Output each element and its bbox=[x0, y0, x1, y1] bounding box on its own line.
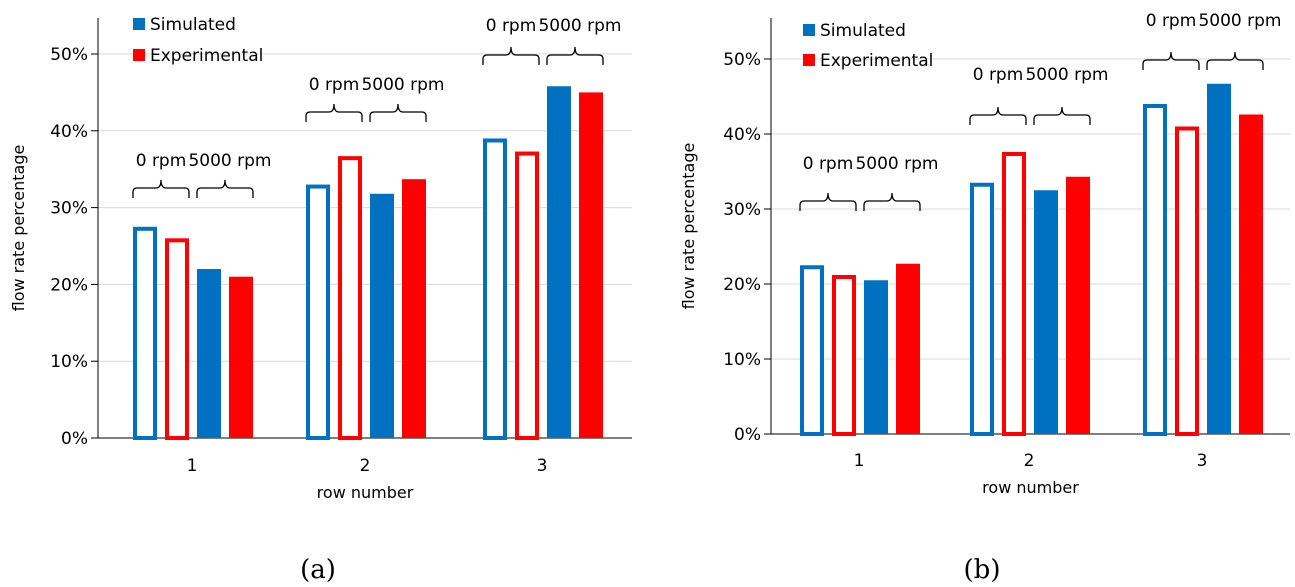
bar-filled bbox=[864, 280, 888, 434]
y-tick-label: 20% bbox=[50, 275, 88, 295]
x-axis-label: row number bbox=[317, 483, 414, 502]
bar-filled bbox=[579, 92, 603, 439]
legend-swatch bbox=[133, 18, 145, 30]
x-tick-label: 3 bbox=[1197, 451, 1208, 471]
legend-label: Experimental bbox=[150, 46, 263, 66]
bracket bbox=[969, 106, 1027, 125]
rpm-label: 5000 rpm bbox=[538, 16, 621, 36]
rpm-label: 0 rpm bbox=[803, 154, 854, 174]
legend-label: Simulated bbox=[150, 15, 236, 35]
bar-filled bbox=[370, 193, 394, 438]
bar-filled bbox=[229, 276, 253, 438]
x-tick-label: 2 bbox=[1024, 451, 1035, 471]
bracket bbox=[1206, 51, 1264, 70]
bar-outline bbox=[133, 226, 157, 440]
y-axis-label: flow rate percentage bbox=[679, 143, 698, 310]
y-tick-label: 30% bbox=[723, 200, 761, 220]
bracket bbox=[1033, 106, 1091, 125]
bar-filled bbox=[197, 269, 221, 438]
y-tick-label: 0% bbox=[61, 429, 88, 449]
bar-outline bbox=[800, 265, 824, 436]
legend-swatch bbox=[803, 54, 815, 66]
y-tick-label: 40% bbox=[723, 125, 761, 145]
y-tick-label: 50% bbox=[50, 45, 88, 65]
bar-outline bbox=[338, 156, 362, 440]
x-tick-label: 1 bbox=[854, 451, 865, 471]
chart-panel-a: 0% 10% 20% 30% 40% 50% 1 2 3 row number flow rate … bbox=[9, 15, 632, 585]
bracket bbox=[546, 46, 604, 65]
bar-outline bbox=[1143, 104, 1167, 436]
bracket bbox=[132, 179, 190, 198]
bar-outline bbox=[165, 238, 189, 440]
rpm-label: 5000 rpm bbox=[188, 151, 271, 171]
y-tick-label: 10% bbox=[723, 350, 761, 370]
x-tick-label: 3 bbox=[537, 456, 548, 476]
bar-filled bbox=[896, 263, 920, 434]
bar-outline bbox=[1175, 126, 1199, 436]
legend-label: Simulated bbox=[820, 21, 906, 41]
x-tick-label: 1 bbox=[187, 456, 198, 476]
bar-outline bbox=[515, 151, 539, 440]
bracket bbox=[482, 46, 540, 65]
bracket bbox=[305, 103, 363, 122]
bracket bbox=[863, 192, 921, 211]
bracket bbox=[1142, 51, 1200, 70]
bar-filled bbox=[547, 86, 571, 439]
bracket bbox=[369, 103, 427, 122]
rpm-label: 0 rpm bbox=[309, 75, 360, 95]
panel-label: (a) bbox=[300, 555, 336, 585]
bar-filled bbox=[1066, 176, 1090, 434]
rpm-label: 5000 rpm bbox=[361, 75, 444, 95]
panel-label: (b) bbox=[964, 555, 1001, 585]
bar-filled bbox=[1034, 190, 1058, 434]
y-tick-label: 20% bbox=[723, 275, 761, 295]
rpm-label: 5000 rpm bbox=[1025, 65, 1108, 85]
y-tick-label: 50% bbox=[723, 50, 761, 70]
bar-outline bbox=[832, 275, 856, 436]
rpm-label: 0 rpm bbox=[486, 16, 537, 36]
bracket bbox=[196, 179, 254, 198]
y-axis-label: flow rate percentage bbox=[9, 145, 28, 312]
rpm-label: 0 rpm bbox=[136, 151, 187, 171]
legend-swatch bbox=[803, 24, 815, 36]
bar-filled bbox=[402, 179, 426, 438]
y-tick-label: 40% bbox=[50, 122, 88, 142]
legend-label: Experimental bbox=[820, 51, 933, 71]
bar-filled bbox=[1239, 114, 1263, 434]
y-tick-label: 10% bbox=[50, 352, 88, 372]
bracket bbox=[799, 192, 857, 211]
y-tick-label: 0% bbox=[734, 425, 761, 445]
bar-outline bbox=[483, 138, 507, 440]
rpm-label: 5000 rpm bbox=[855, 154, 938, 174]
legend-swatch bbox=[133, 49, 145, 61]
bar-outline bbox=[306, 184, 330, 440]
rpm-label: 0 rpm bbox=[973, 65, 1024, 85]
x-tick-label: 2 bbox=[360, 456, 371, 476]
bar-outline bbox=[970, 182, 994, 436]
chart-panel-b: 0% 10% 20% 30% 40% 50% 1 2 3 row number flow rate … bbox=[679, 11, 1290, 585]
rpm-label: 0 rpm bbox=[1146, 11, 1197, 31]
y-tick-label: 30% bbox=[50, 199, 88, 219]
bar-outline bbox=[1002, 152, 1026, 436]
rpm-label: 5000 rpm bbox=[1198, 11, 1281, 31]
x-axis-label: row number bbox=[982, 478, 1079, 497]
bar-filled bbox=[1207, 83, 1231, 434]
